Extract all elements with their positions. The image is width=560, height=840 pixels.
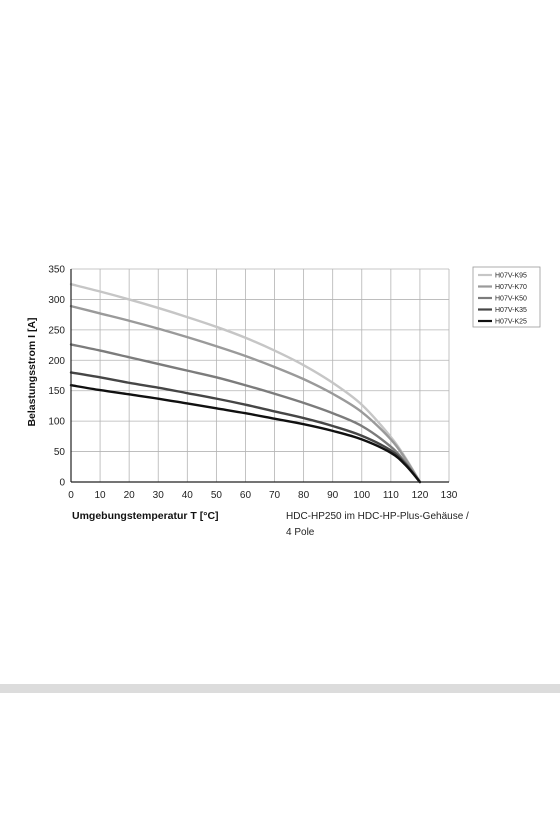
x-tick-label: 30 (153, 490, 165, 501)
y-tick-label: 0 (59, 478, 65, 489)
x-tick-label: 80 (298, 490, 310, 501)
legend: H07V-K95 H07V-K70 H07V-K50 H07V-K35 H07V-K25 (472, 266, 541, 328)
y-tick-label: 200 (48, 356, 65, 367)
series-line-h07v-k35 (69, 371, 422, 484)
x-tick-label: 90 (327, 490, 339, 501)
legend-label: H07V-K50 (495, 296, 527, 303)
footer-separator-band (0, 684, 560, 693)
legend-label: H07V-K95 (495, 273, 527, 280)
x-tick-label: 70 (269, 490, 281, 501)
x-tick-label: 20 (124, 490, 136, 501)
legend-items: H07V-K95 H07V-K70 H07V-K50 H07V-K35 H07V-K25 (478, 273, 527, 326)
legend-label: H07V-K35 (495, 307, 527, 314)
y-tick-label: 350 (48, 265, 65, 276)
y-tick-label: 100 (48, 417, 65, 428)
chart-caption-line-2: 4 Pole (286, 527, 315, 538)
legend-label: H07V-K25 (495, 319, 527, 326)
x-tick-label: 0 (68, 490, 74, 501)
y-axis-label: Belastungsstrom I [A] (26, 317, 38, 426)
x-tick-label: 110 (383, 490, 399, 501)
y-tick-label: 50 (54, 447, 66, 458)
legend-label: H07V-K70 (495, 284, 527, 291)
x-tick-label: 120 (412, 490, 429, 501)
x-tick-label: 130 (441, 490, 458, 501)
x-tick-label: 50 (211, 490, 223, 501)
x-tick-label: 60 (240, 490, 252, 501)
y-tick-label: 300 (48, 295, 65, 306)
x-axis-label: Umgebungstemperatur T [°C] (72, 510, 219, 522)
series-line-h07v-k70 (69, 304, 422, 484)
x-tick-label: 40 (182, 490, 194, 501)
y-tick-label: 250 (48, 325, 65, 336)
x-tick-label: 100 (353, 490, 370, 501)
y-tick-label: 150 (48, 386, 65, 397)
chart-caption-line-1: HDC-HP250 im HDC-HP-Plus-Gehäuse / (286, 511, 469, 522)
tick-labels: 0 10 20 30 40 50 60 70 80 90 100 110 120 130 0 50 100 150… (48, 265, 457, 502)
axes (70, 269, 449, 483)
series-line-h07v-k50 (69, 343, 422, 484)
series-lines (69, 283, 422, 484)
series-line-h07v-k95 (69, 283, 422, 484)
x-tick-label: 10 (95, 490, 107, 501)
series-line-h07v-k25 (69, 384, 422, 484)
grid (70, 268, 450, 483)
